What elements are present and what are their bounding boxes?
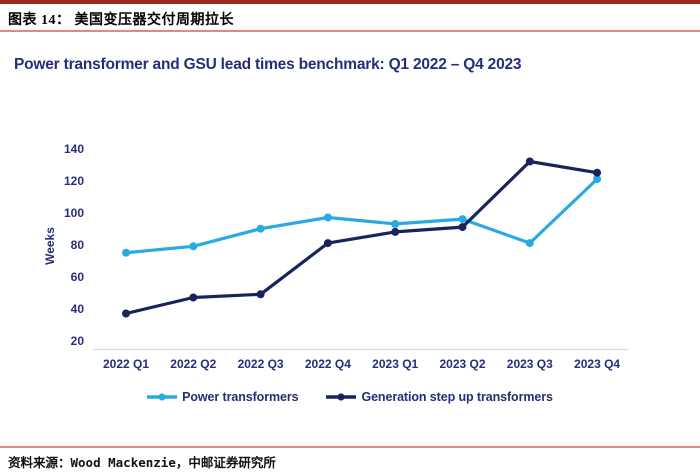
legend-label: Generation step up transformers bbox=[361, 390, 553, 404]
footer-divider-line bbox=[0, 446, 700, 448]
x-tick-label: 2022 Q1 bbox=[103, 357, 149, 371]
y-tick-label: 60 bbox=[71, 270, 85, 284]
data-point bbox=[593, 175, 602, 184]
chart-legend: Power transformers Generation step up tra… bbox=[0, 390, 700, 404]
x-tick-label: 2022 Q4 bbox=[305, 357, 351, 371]
x-tick-label: 2023 Q1 bbox=[372, 357, 418, 371]
legend-label: Power transformers bbox=[182, 390, 299, 404]
legend-line-marker-icon bbox=[326, 393, 357, 401]
data-point bbox=[122, 309, 130, 318]
legend-item: Power transformers bbox=[147, 390, 299, 404]
data-point bbox=[458, 223, 467, 232]
series-line-generation-step-up-transformers bbox=[124, 159, 599, 316]
y-tick-label: 40 bbox=[71, 302, 85, 316]
data-point bbox=[323, 239, 332, 248]
data-point bbox=[189, 242, 198, 251]
header-divider-line bbox=[0, 30, 700, 32]
data-point bbox=[593, 168, 602, 177]
data-point bbox=[458, 215, 467, 224]
data-point bbox=[122, 248, 130, 257]
data-point bbox=[189, 293, 198, 302]
legend-line-marker-icon bbox=[147, 393, 178, 401]
figure-caption: 图表 14： 美国变压器交付周期拉长 bbox=[8, 13, 234, 28]
y-tick-label: 20 bbox=[71, 334, 85, 348]
data-point bbox=[323, 213, 332, 222]
data-point bbox=[391, 219, 400, 228]
x-tick-label: 2022 Q2 bbox=[170, 357, 216, 371]
data-point bbox=[256, 290, 265, 299]
legend-item: Generation step up transformers bbox=[326, 390, 553, 404]
x-tick-label: 2023 Q2 bbox=[439, 357, 485, 371]
data-point bbox=[391, 227, 400, 236]
series-line-power-transformers bbox=[124, 177, 599, 255]
top-accent-bar bbox=[0, 0, 700, 4]
x-tick-label: 2023 Q4 bbox=[574, 357, 620, 371]
data-point bbox=[525, 239, 534, 248]
chart-title: Power transformer and GSU lead times ben… bbox=[14, 56, 522, 73]
x-tick-label: 2023 Q3 bbox=[507, 357, 553, 371]
y-axis-title: Weeks bbox=[43, 227, 57, 265]
data-point bbox=[256, 224, 265, 233]
x-tick-label: 2022 Q3 bbox=[238, 357, 284, 371]
y-tick-label: 80 bbox=[71, 238, 85, 252]
y-tick-label: 100 bbox=[64, 206, 84, 220]
y-tick-label: 120 bbox=[64, 174, 84, 188]
y-tick-label: 140 bbox=[64, 142, 84, 156]
source-note: 资料来源：Wood Mackenzie，中邮证券研究所 bbox=[8, 455, 276, 470]
data-point bbox=[525, 157, 534, 166]
